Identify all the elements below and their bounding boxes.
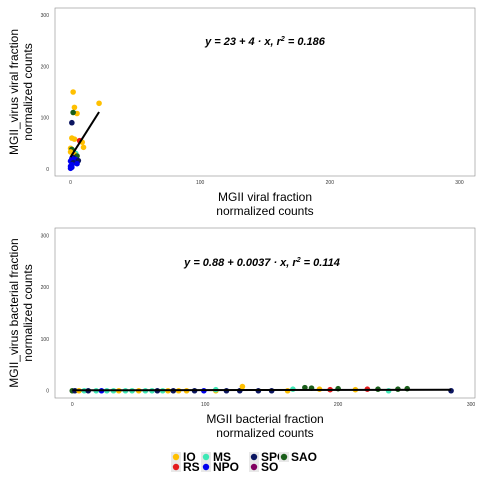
scatter-points xyxy=(67,89,102,172)
legend-label: SAO xyxy=(291,450,317,464)
y-tick-label: 0 xyxy=(46,167,49,173)
legend-swatch xyxy=(172,463,180,471)
x-axis-title: MGII viral fraction xyxy=(218,190,312,204)
regression-equation: y = 0.88 + 0.0037 · x, r2 = 0.114 xyxy=(183,257,340,269)
x-tick-label: 100 xyxy=(196,180,205,186)
plot-frame xyxy=(54,7,476,177)
y-tick-label: 200 xyxy=(41,285,50,291)
regression-line xyxy=(69,111,100,158)
legend-label: SO xyxy=(261,460,278,474)
data-point xyxy=(70,89,76,95)
y-axis-subtitle: normalized counts xyxy=(21,264,35,361)
legend-label: IO xyxy=(183,450,196,464)
x-tick-label: 0 xyxy=(71,402,74,408)
y-tick-label: 200 xyxy=(41,64,50,70)
y-tick-label: 0 xyxy=(46,389,49,395)
y-axis-subtitle: normalized counts xyxy=(21,43,35,140)
data-point xyxy=(239,383,246,390)
y-tick-label: 300 xyxy=(41,13,50,19)
data-point xyxy=(67,165,74,172)
viral-fraction-panel: 0 100 200 300 0 100 200 300 y = 23 + 4 · x, r2… xyxy=(7,7,476,218)
data-point xyxy=(69,119,75,126)
data-point xyxy=(74,160,80,167)
legend-swatch xyxy=(172,453,180,461)
legend-label: NPO xyxy=(213,460,239,474)
x-tick-labels: 0 100 200 300 xyxy=(69,180,464,186)
legend-label: MS xyxy=(213,450,231,464)
y-tick-label: 300 xyxy=(41,233,50,239)
data-point xyxy=(96,100,102,107)
y-tick-labels: 0 100 200 300 xyxy=(41,13,50,173)
y-axis-title: MGII_virus bacterial fraction xyxy=(7,238,21,387)
x-axis-subtitle: normalized counts xyxy=(216,426,313,440)
legend-swatch xyxy=(250,463,258,471)
x-tick-label: 300 xyxy=(467,402,476,408)
data-point xyxy=(80,144,87,151)
x-axis-subtitle: normalized counts xyxy=(216,204,313,218)
x-tick-label: 100 xyxy=(201,402,210,408)
legend-label: RS xyxy=(183,460,200,474)
data-point xyxy=(70,109,76,116)
data-point xyxy=(71,136,78,142)
x-tick-label: 300 xyxy=(455,180,464,186)
y-tick-label: 100 xyxy=(41,116,50,122)
y-axis-title: MGII_virus viral fraction xyxy=(7,29,21,155)
regression-equation: y = 23 + 4 · x, r2 = 0.186 xyxy=(204,36,326,48)
data-point xyxy=(71,104,78,111)
x-tick-labels: 0 100 200 300 xyxy=(71,402,476,408)
x-tick-label: 200 xyxy=(334,402,343,408)
x-axis-title: MGII bacterial fraction xyxy=(206,412,323,426)
legend-swatch xyxy=(280,453,288,461)
y-tick-label: 100 xyxy=(41,337,50,343)
x-tick-label: 0 xyxy=(69,180,72,186)
bacterial-fraction-panel: 0 100 200 300 0 100 200 300 y = 0.88 + 0.0037 … xyxy=(7,227,476,440)
legend-swatch xyxy=(202,453,210,461)
x-tick-label: 200 xyxy=(326,180,335,186)
y-tick-labels: 0 100 200 300 xyxy=(41,233,50,394)
legend-swatch xyxy=(250,453,258,461)
legend-swatch xyxy=(202,463,210,471)
plot-frame xyxy=(54,227,476,399)
regression-line xyxy=(72,388,452,392)
